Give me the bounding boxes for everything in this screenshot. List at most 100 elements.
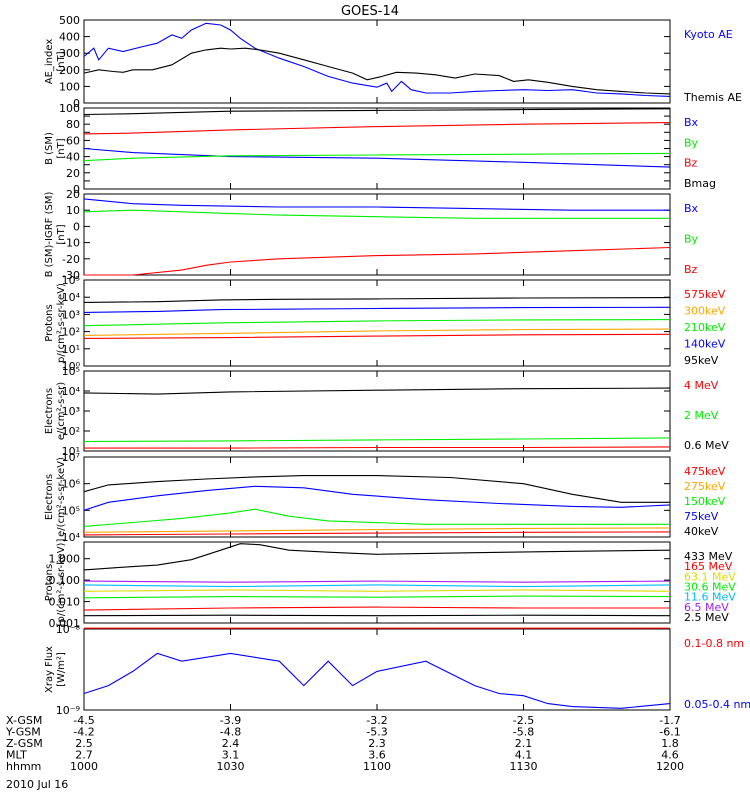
- y-tick-label: 10⁴: [62, 385, 81, 398]
- x-row-value: 1100: [363, 760, 391, 773]
- series-line: [83, 543, 671, 571]
- date-label: 2010 Jul 16: [6, 778, 68, 791]
- series-line: [83, 152, 671, 162]
- x-row-name: Z-GSM: [6, 737, 43, 750]
- y-tick-label: 40: [66, 151, 80, 164]
- legend-entry: 75keV: [684, 510, 719, 523]
- series-line: [83, 437, 671, 443]
- x-row-value: -4.2: [73, 726, 94, 739]
- legend-entry: By: [684, 136, 699, 149]
- y-tick-label: -10: [62, 237, 80, 250]
- legend-entry: 165 MeV: [684, 560, 733, 573]
- panel-frame: [83, 279, 671, 367]
- x-row-value: 2.5: [75, 737, 93, 750]
- x-row-name: MLT: [6, 749, 27, 762]
- y-tick-label: 10¹: [62, 445, 80, 458]
- series-line: [83, 508, 670, 527]
- y-tick-label: 10²: [62, 326, 80, 339]
- legend-entry: Bmag: [684, 177, 716, 190]
- y-tick-label: 20: [66, 167, 80, 180]
- panel-frame: [83, 193, 671, 276]
- legend-entry: 6.5 MeV: [684, 601, 729, 614]
- legend-entry: 0.05-0.4 nm: [684, 698, 750, 711]
- y-axis-label: Xray Flux: [44, 646, 55, 693]
- series-line: [83, 485, 671, 511]
- y-tick-label: 20: [66, 188, 80, 201]
- y-tick-label: 500: [59, 14, 80, 27]
- y-axis-label: [W/m²]: [56, 652, 67, 687]
- series-line: [83, 595, 671, 599]
- series-line: [83, 328, 671, 336]
- legend-entry: 40keV: [684, 525, 719, 538]
- legend-entry: 210keV: [684, 321, 726, 334]
- y-axis-label: Protons: [44, 564, 55, 601]
- legend-entry: 275keV: [684, 480, 726, 493]
- y-tick-label: 0: [73, 97, 80, 110]
- y-tick-label: 10: [66, 204, 80, 217]
- x-row-value: 1.8: [661, 737, 679, 750]
- y-axis-label: [p/(cm²-s-sr-keV)]: [56, 539, 67, 627]
- y-tick-label: 10⁴: [62, 291, 81, 304]
- legend-entry: 475keV: [684, 465, 726, 478]
- panel-6: 10⁴ 10⁵ 10⁶ 10⁷ Electrons e/(cm²-s-sr-keV) 475…: [44, 451, 726, 544]
- chart-title: GOES-14: [341, 4, 399, 19]
- y-tick-label: 10⁻⁹: [56, 704, 80, 717]
- legend-entry: 30.6 MeV: [684, 581, 736, 594]
- x-row-value: -4.8: [220, 726, 241, 739]
- x-row-value: 3.6: [368, 749, 386, 762]
- x-row-value: 3.1: [222, 749, 240, 762]
- y-axis-label: B (SM): [44, 132, 55, 165]
- series-line: [83, 580, 671, 583]
- legend-entry: 300keV: [684, 305, 726, 318]
- series-line: [83, 198, 670, 211]
- series-line: [83, 209, 670, 219]
- y-tick-label: 1.000: [49, 553, 81, 566]
- legend-entry: 575keV: [684, 288, 726, 301]
- x-row-value: -4.5: [73, 714, 94, 727]
- series-line: [83, 589, 671, 592]
- series-line: [83, 606, 670, 611]
- x-row-value: -5.8: [513, 726, 534, 739]
- y-tick-label: 400: [59, 31, 80, 44]
- legend-entry: Bz: [684, 263, 698, 276]
- y-tick-label: -30: [62, 269, 80, 282]
- panel-frame: [83, 628, 671, 711]
- series-line: [83, 319, 671, 327]
- series-line: [84, 246, 671, 276]
- x-row-value: 1030: [217, 760, 245, 773]
- x-row-value: 4.1: [515, 749, 533, 762]
- series-line: [83, 652, 671, 709]
- x-axis-table: X-GSM -4.5 -3.9 -3.2 -2.5 -1.7 Y-GSM -4.2 -4.8 -5…: [5, 714, 684, 773]
- panel-frame: [83, 456, 671, 538]
- x-row-value: -2.5: [513, 714, 534, 727]
- panel-3: -30 -20 -10 0 10 20 B (SM)-IGRF (SM) [nT] Bx By Bz: [44, 188, 699, 282]
- series-line: [83, 531, 671, 536]
- y-tick-label: 100: [59, 80, 80, 93]
- series-line: [84, 446, 671, 449]
- y-tick-label: 0.001: [49, 617, 81, 630]
- y-tick-label: 80: [66, 118, 80, 131]
- x-row-value: 2.7: [75, 749, 93, 762]
- y-tick-label: 10²: [62, 425, 80, 438]
- y-tick-label: 10¹: [62, 343, 80, 356]
- x-row-value: 4.6: [661, 749, 679, 762]
- panel-frame: [83, 107, 671, 190]
- legend-entry: 0.1-0.8 nm: [684, 637, 744, 650]
- series-line: [83, 147, 671, 168]
- y-tick-label: 60: [66, 134, 80, 147]
- legend-entry: Bx: [684, 116, 699, 129]
- y-tick-label: -20: [62, 253, 80, 266]
- legend-entry: 140keV: [684, 338, 726, 351]
- y-axis-label: [nT]: [56, 138, 67, 158]
- y-tick-label: 10⁶: [62, 478, 81, 491]
- legend-entry: Themis AE: [683, 91, 742, 104]
- x-row-value: 1000: [70, 760, 98, 773]
- y-tick-label: 0: [73, 183, 80, 196]
- legend-entry: 2.5 MeV: [684, 611, 729, 624]
- y-tick-label: 300: [59, 47, 80, 60]
- y-axis-label: Protons: [44, 304, 55, 341]
